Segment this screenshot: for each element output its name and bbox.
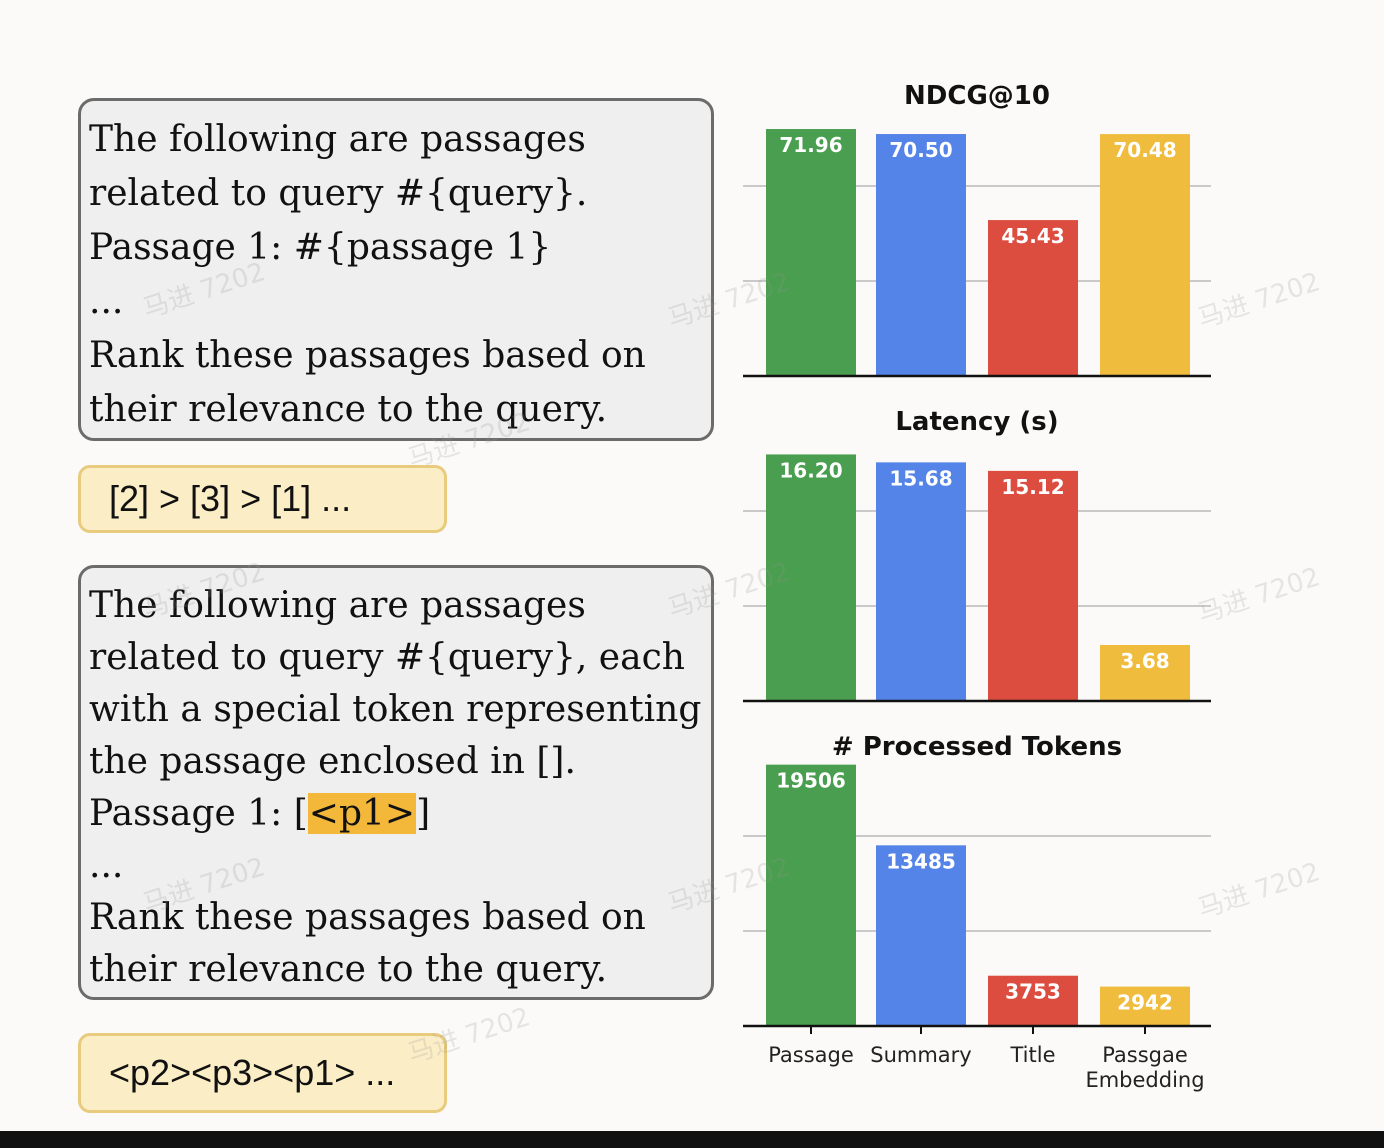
bar-passgae-embedding: [1100, 134, 1190, 376]
token-output-text: <p2><p3><p1> ...: [109, 1052, 396, 1093]
standard-prompt-box: The following are passages related to qu…: [78, 98, 714, 441]
bar-title: [988, 220, 1078, 376]
bar-value-label: 70.50: [889, 138, 952, 162]
bar-passage: [766, 764, 856, 1026]
bar-value-label: 71.96: [779, 133, 842, 157]
bar-value-label: 13485: [886, 849, 956, 873]
prompt-line-highlighted: Passage 1: [<p1>]: [89, 788, 703, 840]
bar-passgae-embedding: [1100, 986, 1190, 1026]
x-tick-label: Summary: [870, 1043, 971, 1067]
bar-summary: [876, 462, 966, 701]
prompt-line: their relevance to the query.: [89, 949, 608, 990]
bar-value-label: 45.43: [1001, 224, 1064, 248]
prompt-line: ...: [89, 281, 124, 322]
bar-value-label: 15.68: [889, 466, 952, 490]
prompt-line: Rank these passages based on: [89, 897, 646, 938]
bar-value-label: 3753: [1005, 980, 1061, 1004]
prompt-line: related to query #{query}.: [89, 173, 588, 214]
token-output-box: <p2><p3><p1> ...: [78, 1033, 447, 1113]
prompt-line: The following are passages: [89, 119, 586, 160]
chart-title: # Processed Tokens: [832, 732, 1122, 762]
token-prompt-box: The following are passages related to qu…: [78, 565, 714, 1000]
bottom-border: [0, 1131, 1384, 1148]
chart-title: Latency (s): [895, 407, 1058, 437]
bar-value-label: 19506: [776, 769, 846, 793]
x-tick-label: Passgae: [1102, 1043, 1188, 1067]
bar-passage: [766, 129, 856, 376]
bar-passage: [766, 454, 856, 701]
standard-output-box: [2] > [3] > [1] ...: [78, 465, 447, 533]
chart-title: NDCG@10: [904, 81, 1050, 111]
bar-value-label: 2942: [1117, 991, 1173, 1015]
x-tick-label: Passage: [768, 1043, 854, 1067]
prompt-line: Passage 1: #{passage 1}: [89, 227, 552, 268]
bar-value-label: 3.68: [1120, 649, 1169, 673]
bar-passgae-embedding: [1100, 644, 1190, 701]
prompt-line: ...: [89, 845, 124, 886]
bar-title: [988, 470, 1078, 701]
x-tick-label: Embedding: [1085, 1068, 1204, 1092]
prompt-line: related to query #{query}, each: [89, 637, 685, 678]
prompt-line: The following are passages: [89, 585, 586, 626]
prompt-line-prefix: Passage 1: [: [89, 793, 308, 834]
special-token-highlight: <p1>: [307, 793, 417, 834]
prompt-line: the passage enclosed in [].: [89, 741, 576, 782]
bar-summary: [876, 134, 966, 376]
prompt-line: Rank these passages based on: [89, 335, 646, 376]
bar-value-label: 70.48: [1113, 138, 1176, 162]
prompt-line: their relevance to the query.: [89, 389, 608, 430]
x-tick-label: Title: [1009, 1043, 1055, 1067]
bar-value-label: 16.20: [779, 458, 842, 482]
standard-output-text: [2] > [3] > [1] ...: [109, 478, 352, 519]
prompt-line-suffix: ]: [416, 793, 431, 834]
prompt-line: with a special token representing: [89, 689, 702, 730]
bar-value-label: 15.12: [1001, 475, 1064, 499]
bar-summary: [876, 845, 966, 1026]
bar-title: [988, 975, 1078, 1026]
